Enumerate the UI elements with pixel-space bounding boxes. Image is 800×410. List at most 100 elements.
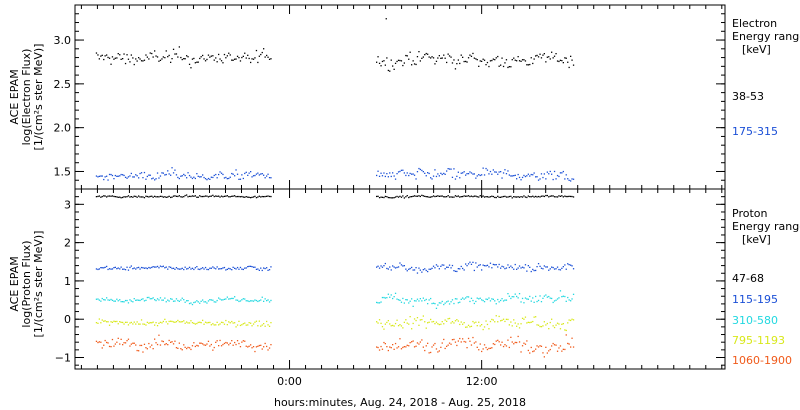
data-point bbox=[397, 266, 400, 268]
data-point bbox=[421, 169, 423, 172]
data-point bbox=[154, 338, 156, 340]
data-point bbox=[98, 318, 100, 320]
data-point bbox=[421, 194, 423, 196]
data-point bbox=[270, 266, 272, 268]
data-point bbox=[533, 301, 535, 303]
data-point bbox=[485, 298, 487, 300]
data-point bbox=[138, 323, 140, 325]
data-point bbox=[483, 59, 486, 61]
data-point bbox=[194, 267, 196, 269]
data-point bbox=[565, 268, 567, 270]
data-point bbox=[495, 57, 497, 59]
data-point bbox=[529, 352, 531, 354]
data-point bbox=[251, 266, 253, 268]
data-point bbox=[95, 268, 98, 270]
data-point bbox=[389, 346, 391, 348]
data-point bbox=[236, 55, 239, 57]
data-point bbox=[558, 347, 560, 349]
data-point bbox=[489, 170, 492, 173]
data-point bbox=[413, 300, 416, 302]
data-point bbox=[107, 195, 109, 197]
data-point bbox=[485, 196, 487, 198]
data-point bbox=[159, 265, 162, 267]
data-point bbox=[133, 176, 135, 178]
data-point bbox=[568, 179, 570, 181]
data-point bbox=[473, 173, 475, 175]
data-point bbox=[505, 173, 508, 175]
data-point bbox=[527, 173, 529, 175]
data-point bbox=[177, 299, 179, 302]
data-point bbox=[196, 300, 198, 302]
data-point bbox=[133, 321, 135, 323]
data-point bbox=[267, 299, 269, 301]
data-point bbox=[516, 268, 518, 270]
data-point bbox=[168, 300, 170, 302]
data-point bbox=[431, 321, 433, 323]
data-point bbox=[206, 322, 208, 324]
data-point bbox=[453, 196, 455, 198]
proton-ylabel-line-2: log(Proton Flux) bbox=[20, 240, 33, 327]
data-point bbox=[161, 266, 163, 268]
data-point bbox=[481, 269, 483, 271]
data-point bbox=[495, 315, 497, 317]
data-point bbox=[114, 196, 116, 198]
data-point bbox=[432, 302, 435, 304]
data-point bbox=[244, 340, 246, 342]
data-point bbox=[422, 171, 424, 173]
data-point bbox=[242, 323, 244, 325]
data-point bbox=[425, 345, 427, 347]
data-point bbox=[450, 267, 452, 269]
data-point bbox=[501, 298, 503, 300]
data-point bbox=[431, 302, 433, 305]
data-point bbox=[239, 178, 242, 180]
data-point bbox=[238, 320, 240, 322]
data-point bbox=[463, 60, 465, 63]
data-point bbox=[156, 196, 159, 198]
data-point bbox=[501, 177, 503, 179]
data-point bbox=[251, 325, 253, 327]
data-point bbox=[517, 173, 519, 176]
data-point bbox=[526, 322, 528, 324]
data-point bbox=[130, 196, 132, 198]
data-point bbox=[120, 58, 122, 60]
data-point bbox=[418, 167, 420, 170]
data-point bbox=[453, 59, 455, 61]
data-point bbox=[381, 60, 384, 63]
data-point bbox=[409, 342, 411, 344]
data-point bbox=[184, 346, 186, 348]
data-point bbox=[408, 196, 410, 199]
data-point bbox=[465, 326, 467, 328]
data-point bbox=[258, 174, 260, 176]
data-point bbox=[267, 56, 269, 58]
data-point bbox=[473, 57, 475, 59]
data-point bbox=[235, 169, 237, 171]
data-point bbox=[172, 343, 175, 345]
data-point bbox=[263, 174, 265, 176]
data-point bbox=[108, 345, 111, 348]
data-point bbox=[218, 297, 220, 299]
data-point bbox=[462, 297, 464, 299]
data-point bbox=[491, 347, 493, 349]
data-point bbox=[498, 65, 500, 67]
data-point bbox=[564, 264, 566, 266]
data-point bbox=[518, 293, 521, 295]
data-point bbox=[231, 320, 233, 323]
data-point bbox=[488, 65, 490, 68]
data-point bbox=[419, 195, 421, 198]
data-point bbox=[551, 195, 553, 197]
data-point bbox=[479, 174, 481, 177]
data-point bbox=[568, 264, 570, 266]
data-point bbox=[186, 268, 188, 270]
data-point bbox=[498, 301, 500, 303]
data-point bbox=[133, 298, 135, 300]
data-point bbox=[415, 195, 417, 197]
data-point bbox=[235, 268, 237, 270]
data-point bbox=[434, 63, 436, 65]
data-point bbox=[116, 341, 118, 343]
data-point bbox=[564, 295, 566, 298]
data-point bbox=[154, 266, 156, 268]
data-point bbox=[220, 268, 223, 270]
data-point bbox=[447, 266, 449, 268]
data-point bbox=[501, 196, 503, 198]
data-point bbox=[193, 322, 195, 324]
